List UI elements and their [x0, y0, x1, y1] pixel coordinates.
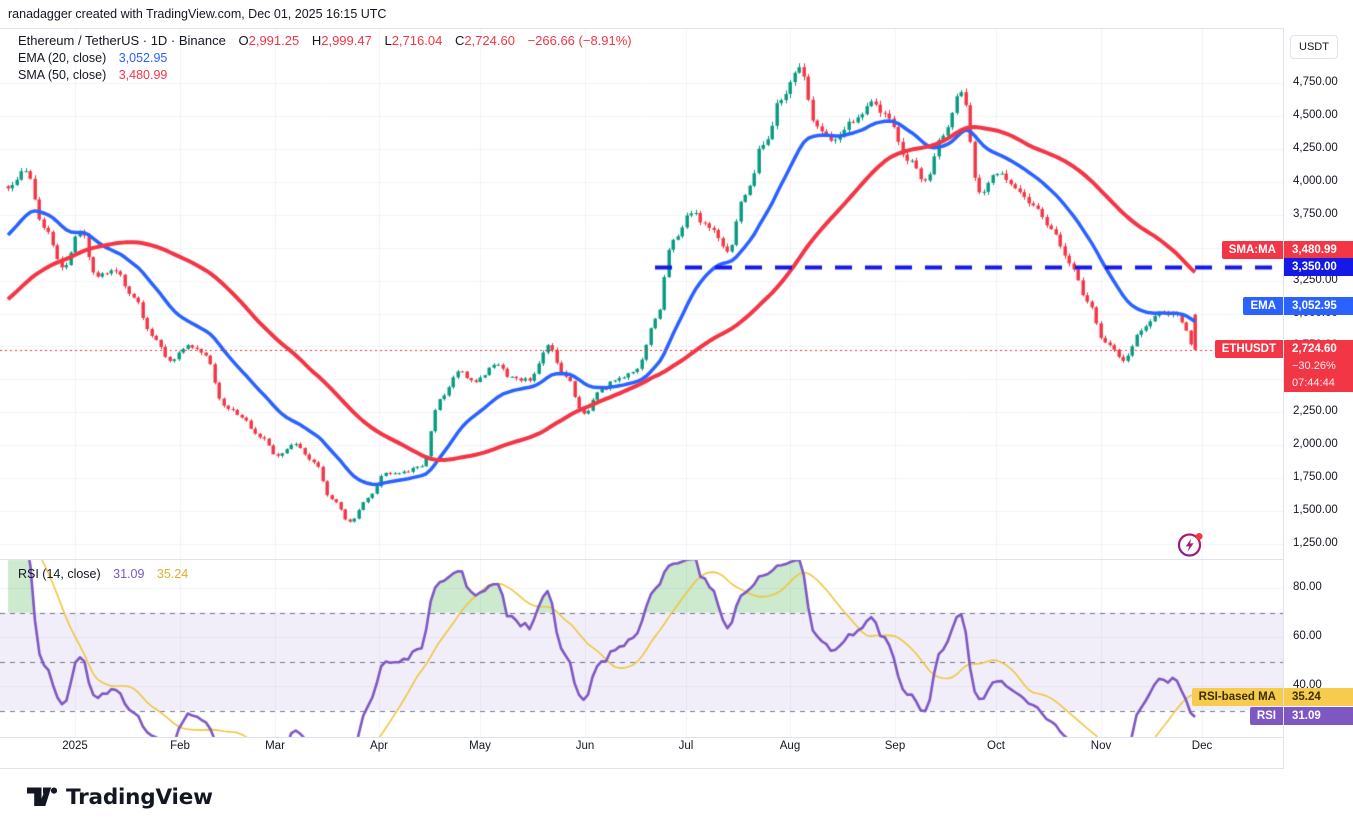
- time-tick-label: Feb: [170, 740, 190, 752]
- close-value: 2,724.60: [464, 33, 515, 48]
- open-label: O: [238, 33, 249, 48]
- price-tick-label: 3,750.00: [1293, 207, 1338, 220]
- rsi-tick-label: 80.00: [1293, 581, 1322, 593]
- time-tick-label: Jun: [575, 740, 595, 752]
- price-tick-label: 2,000.00: [1293, 438, 1338, 451]
- price-chart-canvas[interactable]: [0, 28, 1283, 769]
- low-value: 2,716.04: [391, 33, 443, 48]
- rsi-ma-tag-value: 35.24: [1284, 688, 1353, 706]
- time-tick-label: Jul: [678, 740, 694, 752]
- rsi-ma-tag-label: RSI-based MA: [1191, 688, 1283, 706]
- time-tick-label: Oct: [987, 740, 1005, 752]
- time-tick-label: Apr: [370, 740, 388, 752]
- rsi-ma-legend-value: 35.24: [156, 567, 189, 581]
- price-tick-label: 1,500.00: [1293, 504, 1338, 517]
- high-value: 2,999.47: [321, 33, 372, 48]
- time-tick-label: Nov: [1090, 740, 1112, 752]
- bar-countdown: 07:44:44: [1292, 377, 1335, 389]
- sma-tag-value: 3,480.99: [1284, 241, 1353, 259]
- rsi-legend-value: 31.09: [113, 567, 145, 581]
- last-price-tag-symbol: ETHUSDT: [1214, 340, 1283, 358]
- symbol-legend[interactable]: Ethereum / TetherUS · 1D · Binance O2,99…: [18, 33, 632, 48]
- symbol-title[interactable]: Ethereum / TetherUS · 1D · Binance: [18, 33, 226, 48]
- sma-tag-label: SMA:MA: [1221, 241, 1283, 259]
- low-label: L: [384, 33, 392, 48]
- open-value: 2,991.25: [248, 33, 300, 48]
- rsi-tag-value: 31.09: [1284, 707, 1353, 725]
- tradingview-logo-text: TradingView: [66, 785, 213, 810]
- last-price-value: 2,724.60: [1292, 343, 1337, 355]
- time-tick-label: May: [469, 740, 491, 752]
- footer-bar: TradingView: [0, 769, 1353, 826]
- tradingview-logo[interactable]: TradingView: [27, 785, 213, 810]
- close-label: C: [454, 33, 465, 48]
- high-label: H: [311, 33, 322, 48]
- price-tick-label: 2,250.00: [1293, 405, 1338, 418]
- flash-icon[interactable]: [1176, 530, 1206, 560]
- price-tick-label: 4,250.00: [1293, 141, 1338, 154]
- ema-legend[interactable]: EMA (20, close) 3,052.95: [18, 51, 167, 65]
- ema-tag-label: EMA: [1243, 297, 1283, 315]
- chart-top-border: [0, 28, 1353, 29]
- price-tick-label: 4,000.00: [1293, 174, 1338, 187]
- level-tag-value: 3,350.00: [1284, 258, 1353, 276]
- sma-legend[interactable]: SMA (50, close) 3,480.99: [18, 68, 167, 82]
- rsi-tag-label: RSI: [1249, 707, 1283, 725]
- ema-tag-value: 3,052.95: [1284, 297, 1353, 315]
- price-tick-label: 1,750.00: [1293, 471, 1338, 484]
- last-price-tag: 2,724.60 −30.26% 07:44:44: [1284, 340, 1353, 392]
- ema-legend-value: 3,052.95: [118, 51, 168, 65]
- price-tick-label: 1,250.00: [1293, 537, 1338, 549]
- time-tick-label: Mar: [265, 740, 285, 752]
- time-tick-label: Dec: [1191, 740, 1213, 752]
- last-price-change-pct: −30.26%: [1292, 360, 1336, 372]
- sma-legend-value: 3,480.99: [118, 68, 168, 82]
- tradingview-logo-icon: [27, 787, 57, 806]
- rsi-legend-label[interactable]: RSI (14, close): [18, 567, 101, 581]
- chart-bottom-border: [0, 768, 1353, 769]
- price-axis-panel[interactable]: USDT 4,750.00 4,500.00 4,250.00 4,000.00 3,7…: [1283, 28, 1353, 769]
- sma-legend-label[interactable]: SMA (50, close): [18, 68, 107, 82]
- price-tick-label: 4,750.00: [1293, 76, 1338, 88]
- time-tick-label: Sep: [884, 740, 906, 752]
- currency-unit-button[interactable]: USDT: [1290, 35, 1338, 59]
- time-tick-label: Aug: [779, 740, 801, 752]
- rsi-legend[interactable]: RSI (14, close) 31.09 35.24: [18, 567, 188, 581]
- price-tick-label: 4,500.00: [1293, 108, 1338, 121]
- time-tick-label: 2025: [62, 740, 88, 752]
- change-value: −266.66 (−8.91%): [527, 33, 632, 48]
- ema-legend-label[interactable]: EMA (20, close): [18, 51, 107, 65]
- chart-area: Ethereum / TetherUS · 1D · Binance O2,99…: [0, 28, 1353, 769]
- attribution-text: ranadagger created with TradingView.com,…: [0, 0, 1353, 28]
- pane-separator[interactable]: [0, 559, 1353, 560]
- time-axis-border: [0, 737, 1353, 738]
- price-tick-label: 3,250.00: [1293, 273, 1338, 286]
- rsi-tick-label: 60.00: [1293, 630, 1322, 642]
